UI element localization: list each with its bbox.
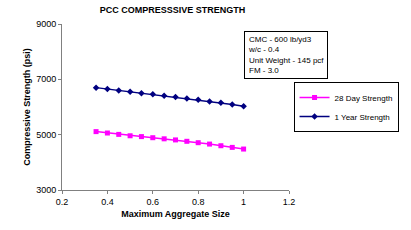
svg-text:0.6: 0.6 bbox=[147, 197, 160, 207]
svg-text:1 Year Strength: 1 Year Strength bbox=[335, 113, 390, 122]
svg-text:5000: 5000 bbox=[36, 130, 56, 140]
svg-text:3000: 3000 bbox=[36, 185, 56, 195]
svg-text:9000: 9000 bbox=[36, 19, 56, 29]
svg-text:Maximum Aggregate Size: Maximum Aggregate Size bbox=[121, 209, 230, 219]
svg-text:0.2: 0.2 bbox=[56, 197, 69, 207]
svg-text:1: 1 bbox=[241, 197, 246, 207]
svg-text:Compressive Strength (psi): Compressive Strength (psi) bbox=[22, 48, 32, 166]
svg-text:28 Day Strength: 28 Day Strength bbox=[335, 94, 393, 103]
svg-text:7000: 7000 bbox=[36, 74, 56, 84]
svg-text:0.4: 0.4 bbox=[101, 197, 114, 207]
svg-text:0.8: 0.8 bbox=[192, 197, 205, 207]
svg-text:PCC COMPRESSSIVE STRENGTH: PCC COMPRESSSIVE STRENGTH bbox=[100, 5, 246, 15]
svg-text:1.2: 1.2 bbox=[283, 197, 296, 207]
svg-text:CMC - 600 lb/yd3w/c - 0.4Unit: CMC - 600 lb/yd3w/c - 0.4Unit Weight - 1… bbox=[248, 35, 324, 75]
